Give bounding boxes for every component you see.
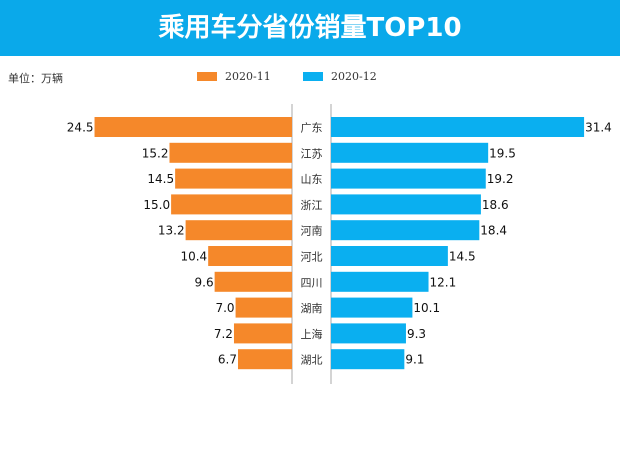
bar-2020-11	[237, 349, 292, 370]
data-label: 10.4	[180, 250, 207, 264]
legend-label: 2020-11	[225, 70, 271, 83]
bar-2020-11	[235, 297, 292, 318]
bar-2020-12	[331, 246, 448, 266]
bar-2020-12	[331, 117, 585, 137]
legend-swatch	[197, 72, 217, 81]
data-label: 15.2	[142, 146, 169, 160]
legend-item-2020-12: 2020-12	[303, 70, 377, 83]
unit-label: 单位：万辆	[8, 72, 63, 85]
category-label: 四川	[301, 276, 323, 289]
data-label: 18.4	[480, 224, 507, 238]
data-label: 12.1	[430, 275, 457, 289]
data-label: 9.3	[407, 327, 426, 341]
category-label: 浙江	[301, 199, 323, 212]
bar-2020-11	[233, 323, 292, 344]
chart-title: 乘用车分省份销量TOP10	[0, 0, 620, 56]
data-label: 19.2	[487, 172, 514, 186]
bar-2020-12	[331, 297, 413, 318]
category-label: 湖北	[301, 354, 323, 367]
category-label: 河北	[301, 251, 323, 264]
bar-2020-12	[331, 142, 489, 163]
bar-2020-12	[331, 168, 486, 189]
category-label: 河南	[301, 225, 323, 238]
data-label: 24.5	[67, 121, 94, 135]
bar-2020-12	[331, 349, 405, 370]
category-label: 广东	[301, 122, 323, 135]
bar-2020-12	[331, 323, 406, 344]
category-label: 上海	[301, 327, 323, 341]
category-label: 山东	[301, 173, 323, 186]
legend-swatch	[303, 72, 323, 81]
bar-2020-12	[331, 194, 481, 215]
bar-2020-11	[208, 246, 292, 266]
legend-item-2020-11: 2020-11	[197, 70, 271, 83]
data-label: 31.4	[585, 121, 612, 135]
data-label: 7.0	[215, 301, 234, 315]
data-label: 14.5	[449, 250, 476, 264]
category-label: 江苏	[301, 147, 323, 160]
data-label: 19.5	[489, 146, 516, 160]
category-label: 湖南	[301, 302, 323, 315]
bar-2020-11	[169, 142, 292, 163]
bar-2020-12	[331, 220, 480, 241]
bar-2020-12	[331, 271, 429, 292]
data-label: 6.7	[218, 353, 237, 367]
bar-2020-11	[214, 271, 292, 292]
data-label: 10.1	[413, 301, 440, 315]
bar-2020-11	[94, 117, 292, 137]
data-label: 14.5	[147, 172, 174, 186]
data-label: 9.1	[405, 353, 424, 367]
data-label: 13.2	[158, 224, 185, 238]
bar-2020-11	[185, 220, 292, 241]
legend-label: 2020-12	[331, 70, 377, 83]
data-label: 9.6	[195, 275, 214, 289]
data-label: 15.0	[143, 198, 170, 212]
data-label: 18.6	[482, 198, 509, 212]
bar-2020-11	[171, 194, 292, 215]
data-label: 7.2	[214, 327, 233, 341]
bar-2020-11	[175, 168, 292, 189]
